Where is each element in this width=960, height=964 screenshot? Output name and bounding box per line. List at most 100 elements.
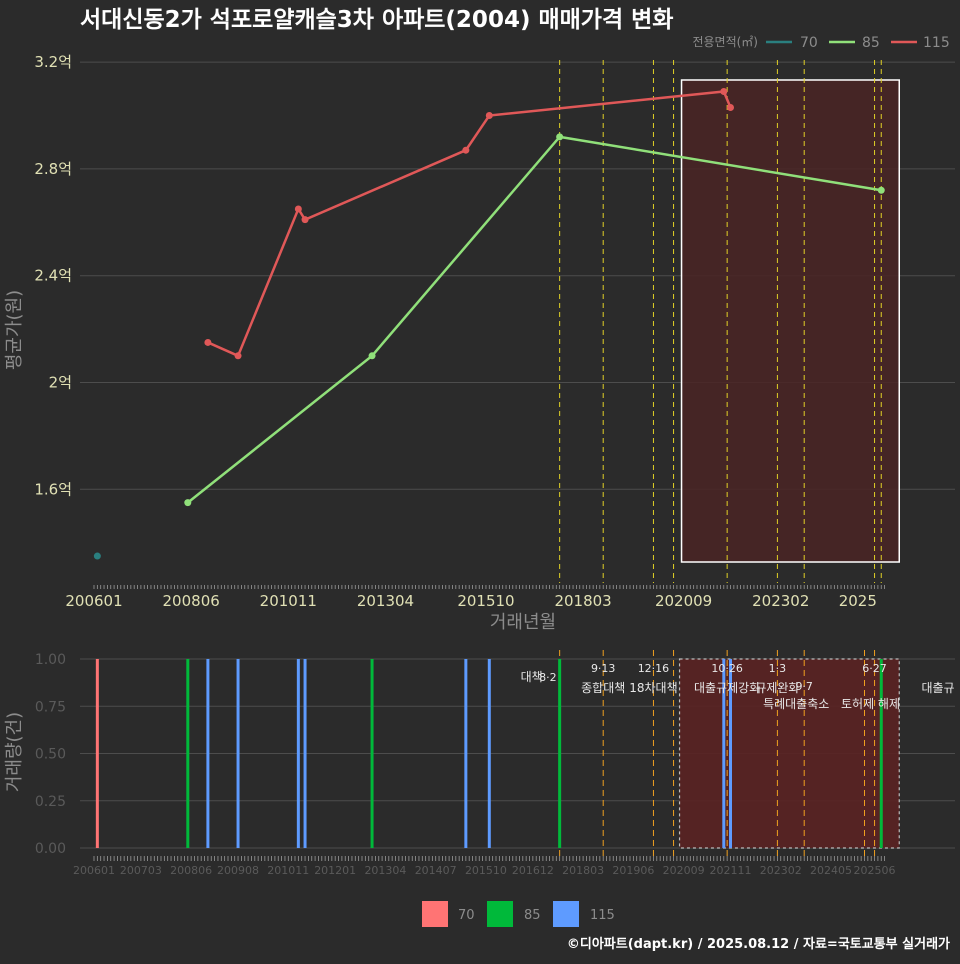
volume-x-tick-label: 201612 [512,864,554,877]
price-point-115 [294,205,302,213]
volume-highlight-box [678,658,900,849]
volume-x-tick-label: 200908 [217,864,259,877]
volume-x-tick-label: 201906 [612,864,654,877]
price-point-115 [727,103,734,111]
volume-bar-115 [303,659,307,848]
volume-bar-115 [296,659,300,848]
volume-bar-115 [206,659,210,848]
volume-bars [95,659,883,848]
price-point-85 [556,133,564,141]
price-x-tick-label: 202302 [752,592,809,610]
volume-y-tick-label: 0.75 [35,699,66,715]
volume-bar-70 [95,659,99,848]
volume-x-tick-label: 200806 [170,864,212,877]
policy-name-label: 규제완화 [755,681,799,695]
volume-x-tick-label: 202009 [663,864,705,877]
chart-title: 서대신동2가 석포로얄캐슬3차 아파트(2004) 매매가격 변화 [80,7,673,33]
policy-name-label: 종합대책 [581,680,625,695]
policy-date-label: 12·16 [638,662,670,675]
legend-label-115: 115 [923,35,950,51]
policy-date-label: 6·27 [862,662,887,675]
legend-box-115 [553,901,579,927]
policy-date-label: 9·13 [591,662,616,675]
price-x-tick-label: 201011 [260,592,317,610]
volume-x-ticks: 200601 200703 200806 200908 201011 201201 2013… [73,856,896,877]
policy-date-label: 8·2 [539,671,557,684]
price-y-tick-label: 1.6억 [34,480,72,498]
price-point-115 [462,146,470,154]
volume-highlight-region [678,658,900,849]
volume-legend: 70 85 115 [422,901,615,927]
price-x-axis-title: 거래년월 [490,612,556,633]
price-point-85 [184,499,192,507]
volume-policy-annotations: 8·2대책 9·13 종합대책 12·16 18차대책 10·26 대출규제강화 1·3 규제완… [521,662,955,711]
legend-label-70: 70 [800,35,818,51]
price-x-tick-label: 202009 [655,592,712,610]
price-point-70 [93,552,101,560]
volume-y-tick-label: 1.00 [35,652,66,668]
volume-bar-85 [558,659,562,848]
volume-x-tick-label: 201407 [415,864,457,877]
price-x-tick-label: 2025 [839,592,877,610]
price-x-tick-label: 201510 [457,592,514,610]
volume-x-tick-label: 201304 [364,864,406,877]
price-line-85 [187,135,882,504]
volume-bar-115 [729,659,732,848]
policy-date-label: 9·7 [795,680,813,693]
volume-policy-lines [559,650,876,858]
volume-x-tick-label: 202405 [810,864,852,877]
volume-bar-85 [879,659,883,848]
volume-bar-115 [236,659,240,848]
price-policy-lines [559,60,882,583]
price-x-ticks: 200601 200806 201011 201304 201510 201803 2020… [65,585,885,610]
volume-x-tick-label: 201201 [314,864,356,877]
price-point-85 [877,186,885,194]
volume-x-tick-label: 200703 [120,864,162,877]
price-point-85 [368,352,376,360]
price-y-tick-label: 2.8억 [34,160,72,178]
volume-y-axis-title: 거래량(건) [4,712,25,792]
policy-name-label: 대책 [521,669,543,684]
volume-x-tick-label: 202111 [710,864,752,877]
policy-name-label: 특례대출축소 [763,697,829,711]
price-series [93,87,885,560]
price-x-tick-label: 200806 [163,592,220,610]
volume-x-tick-label: 200601 [73,864,115,877]
price-line-115 [207,90,732,358]
price-point-115 [485,112,493,119]
price-y-axis-title: 평균가(원) [4,290,25,370]
price-point-115 [301,216,309,224]
policy-date-label: 1·3 [769,662,787,675]
volume-y-ticks: 0.00 0.25 0.50 0.75 1.00 [35,652,66,857]
policy-name-label: 대출규제강화 [694,681,760,695]
volume-x-tick-label: 201803 [562,864,604,877]
volume-bar-115 [722,659,726,848]
price-point-115 [234,352,242,360]
volume-bar-85 [370,659,374,848]
volume-x-tick-label: 202506 [854,864,896,877]
legend-box-70 [422,901,448,927]
price-highlight-box [680,79,900,563]
volume-x-tick-label: 201510 [465,864,507,877]
price-y-tick-label: 2.4억 [34,267,72,285]
price-y-ticks: 1.6억 2억 2.4억 2.8억 3.2억 [34,53,72,498]
volume-x-tick-label: 201011 [267,864,309,877]
price-legend: 전용면적(㎡) 70 85 115 [692,35,949,51]
volume-y-tick-label: 0.25 [35,794,66,810]
price-point-115 [204,338,212,346]
legend-box-label-115: 115 [590,908,615,923]
policy-name-label: 토허제 해제 [841,697,900,711]
volume-y-tick-label: 0.00 [35,841,66,857]
policy-date-label: 10·26 [711,662,743,675]
policy-name-label: 18차대책 [629,680,677,695]
volume-bar-85 [186,659,190,848]
price-x-tick-label: 201803 [554,592,611,610]
policy-name-label: 대출규 [921,681,954,695]
legend-box-label-85: 85 [524,908,541,923]
price-x-tick-label: 201304 [357,592,414,610]
footer-credit: ©디아파트(dapt.kr) / 2025.08.12 / 자료=국토교통부 실… [567,936,950,952]
price-y-tick-label: 3.2억 [34,53,72,71]
price-x-tick-label: 200601 [65,592,122,610]
